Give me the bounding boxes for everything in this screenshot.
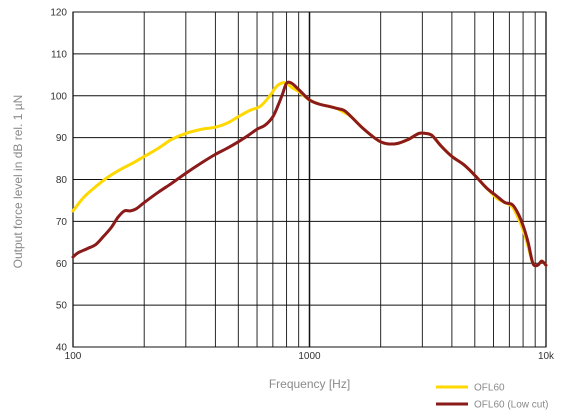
legend-label-ofl60-low-cut: OFL60 (Low cut) xyxy=(474,400,548,411)
grid xyxy=(72,11,547,348)
y-tick-label: 40 xyxy=(56,343,68,354)
y-tick-label: 100 xyxy=(50,91,67,102)
x-tick-label: 100 xyxy=(65,351,82,362)
series-layer xyxy=(71,80,548,268)
x-tick-label: 1000 xyxy=(298,351,321,362)
legend-label-ofl60: OFL60 xyxy=(474,383,505,394)
y-tick-label: 60 xyxy=(56,259,68,270)
y-tick-label: 50 xyxy=(56,301,68,312)
x-tick-labels: 100 1000 10k xyxy=(65,351,555,362)
y-tick-labels: 40 50 60 70 80 90 100 110 120 xyxy=(50,8,67,354)
x-tick-label: 10k xyxy=(538,351,555,362)
y-axis-title: Output force level in dB rel. 1 µN xyxy=(11,95,25,269)
legend: OFL60 OFL60 (Low cut) xyxy=(436,383,548,411)
y-tick-label: 110 xyxy=(51,49,67,60)
y-tick-label: 120 xyxy=(50,8,67,19)
y-tick-label: 70 xyxy=(56,217,68,228)
y-tick-label: 90 xyxy=(56,133,68,144)
x-axis-title: Frequency [Hz] xyxy=(269,377,350,391)
series-line-ofl60-low-cut xyxy=(71,80,548,268)
plot-frame xyxy=(72,11,547,348)
y-tick-label: 80 xyxy=(56,175,68,186)
